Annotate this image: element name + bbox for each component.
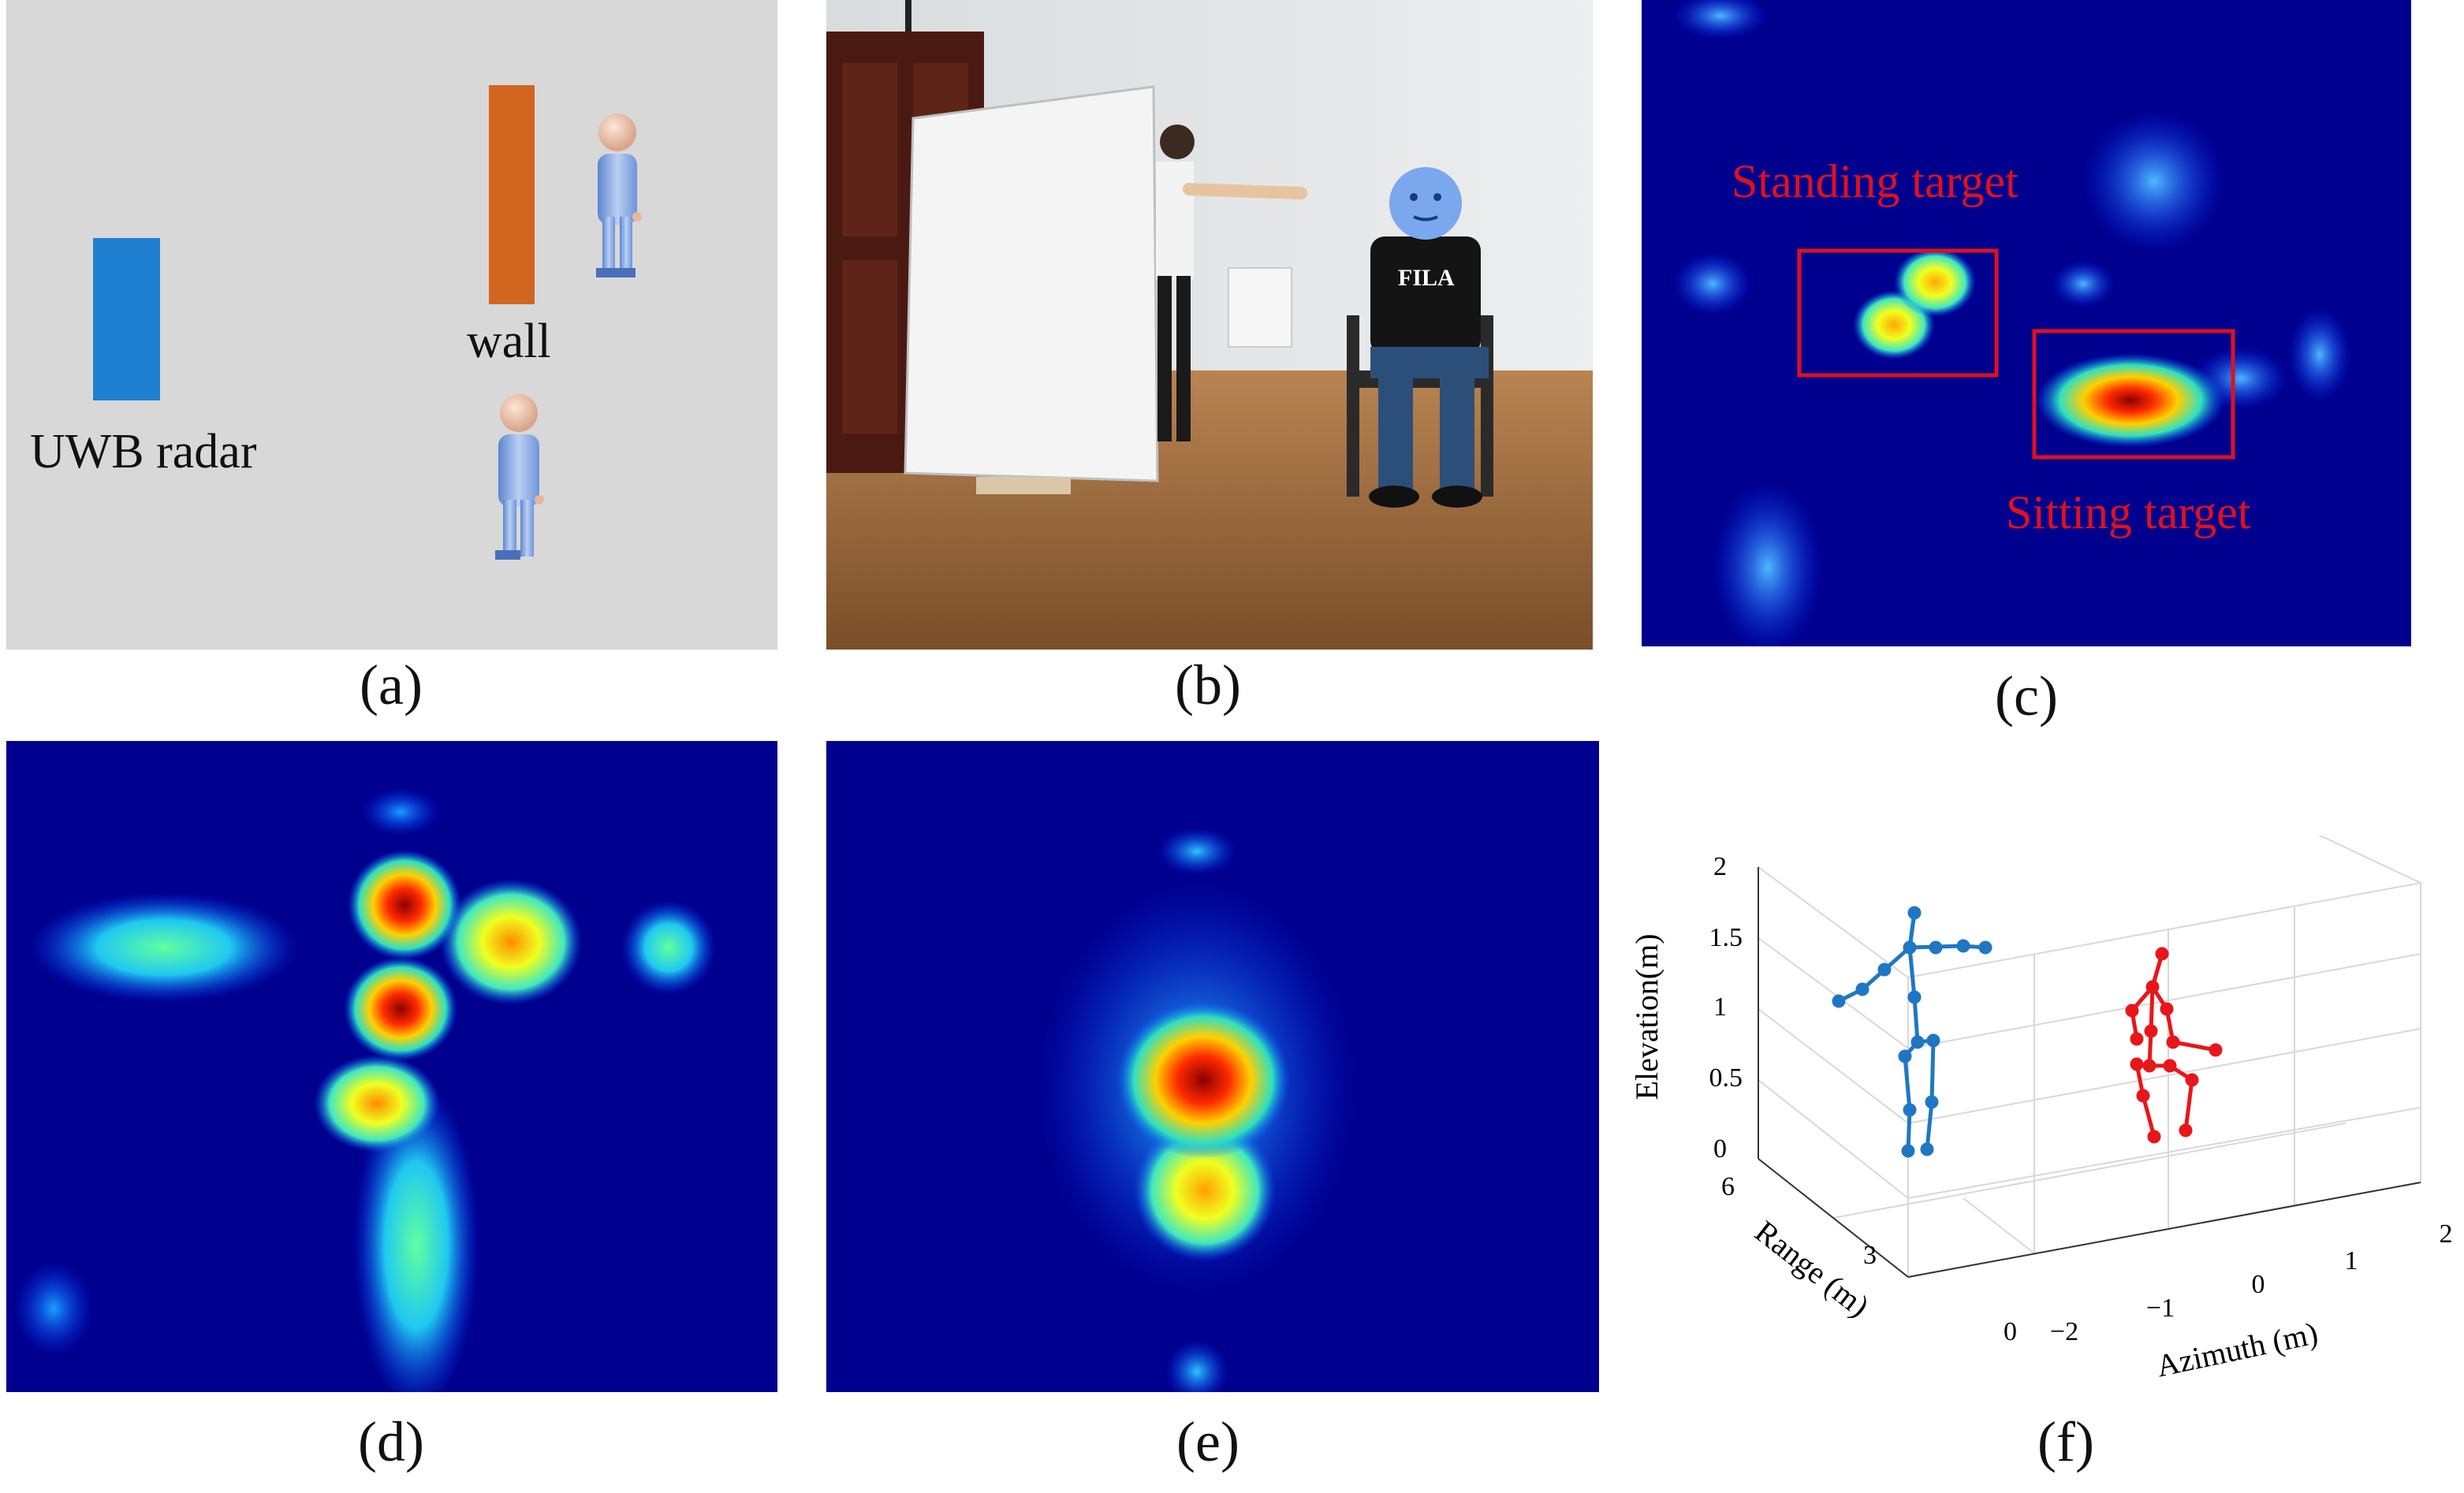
wall <box>489 85 535 304</box>
shirt-logo: FILA <box>1398 265 1455 291</box>
z-tick: 1 <box>1713 992 1727 1022</box>
wall-panel <box>1228 267 1292 348</box>
x-tick: −2 <box>2050 1317 2078 1346</box>
lower-noise <box>14 1261 93 1356</box>
white-board <box>904 85 1159 482</box>
wall-label: wall <box>467 315 551 368</box>
standing-target-box <box>1797 248 1999 378</box>
panel-e-heatmap <box>826 741 1599 1392</box>
hand-blob <box>621 900 716 995</box>
arm-blob-right <box>440 879 582 1005</box>
lower-blob <box>1134 1119 1276 1261</box>
caption-e: (e) <box>1176 1410 1239 1473</box>
standing-skeleton <box>1832 906 1992 1158</box>
z-tick: 2 <box>1713 852 1727 881</box>
sitting-skeleton <box>2125 947 2223 1144</box>
caption-a: (a) <box>360 653 423 717</box>
hip-blob <box>314 1055 440 1152</box>
head-blob <box>348 850 461 960</box>
sitting-target-blob <box>2036 353 2225 448</box>
sitting-target-box <box>2032 329 2235 460</box>
z-tick: 0.5 <box>1709 1063 1743 1093</box>
caption-b: (b) <box>1175 653 1241 717</box>
axes-box <box>1758 836 2424 1279</box>
x-tick: 2 <box>2440 1219 2453 1249</box>
noise-blobs <box>1673 0 2351 646</box>
person-behind-wall-icon <box>596 114 642 277</box>
y-tick: 0 <box>2004 1317 2017 1346</box>
sitting-target-label: Sitting target <box>2006 486 2251 538</box>
axes-edges <box>1758 867 2421 1278</box>
standing-person <box>1156 125 1307 441</box>
top-noise <box>1157 828 1236 875</box>
person-standing-icon <box>495 394 544 560</box>
x-axis-label: Azimuth (m) <box>2153 1315 2321 1383</box>
panel-c-heatmap: Standing target Sitting target <box>1642 0 2411 646</box>
upper-noise <box>361 788 440 836</box>
panel-b-photo: FILA <box>826 0 1593 650</box>
uwb-radar <box>93 238 160 400</box>
standing-target-blob-2 <box>1894 248 1976 317</box>
bottom-noise <box>1165 1340 1228 1392</box>
y-tick: 6 <box>1721 1172 1735 1201</box>
uwb-radar-label: UWB radar <box>30 425 257 478</box>
y-axis-label: Range (m) <box>1748 1213 1876 1324</box>
panel-a-scene: UWB radar wall <box>6 0 777 650</box>
arm-blob-left <box>30 892 298 1003</box>
z-tick: 0 <box>1713 1134 1727 1163</box>
x-tick: 0 <box>2252 1270 2265 1299</box>
caption-d: (d) <box>358 1410 424 1473</box>
x-tick: 1 <box>2345 1246 2358 1275</box>
face-mask-icon <box>1389 167 1462 240</box>
x-tick: −1 <box>2146 1294 2175 1323</box>
upper-body-blob <box>1116 1001 1290 1159</box>
torso-blob <box>344 957 457 1061</box>
y-tick: 3 <box>1863 1241 1877 1270</box>
z-axis-label: Elevation(m) <box>1629 933 1664 1100</box>
sitting-person: FILA <box>1369 236 1489 508</box>
panel-d-heatmap <box>6 741 777 1392</box>
panel-f-3d-plot: 2 1.5 1 0.5 0 Elevation(m) 6 3 0 Range (… <box>1616 836 2464 1411</box>
standing-target-label: Standing target <box>1732 155 2019 207</box>
caption-f: (f) <box>2037 1410 2094 1473</box>
leg-blob <box>353 1080 479 1392</box>
caption-c: (c) <box>1995 665 2058 728</box>
z-tick: 1.5 <box>1709 923 1743 952</box>
